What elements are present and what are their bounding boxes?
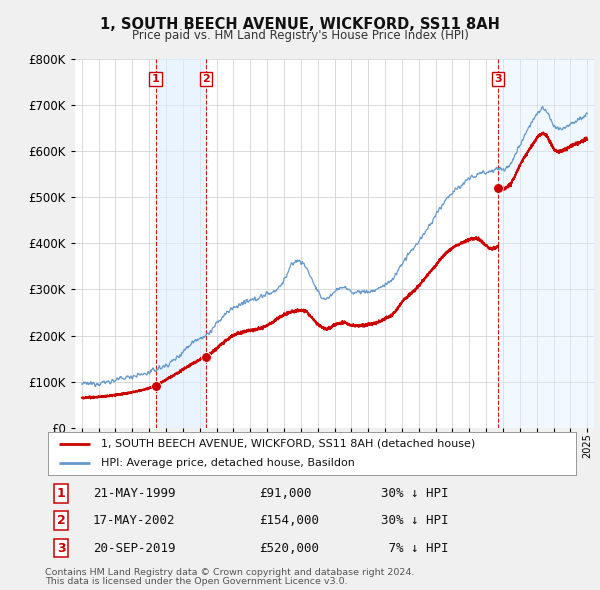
- Bar: [155, 59, 206, 428]
- Text: 1: 1: [152, 74, 160, 84]
- Text: 30% ↓ HPI: 30% ↓ HPI: [380, 487, 448, 500]
- Text: 20-SEP-2019: 20-SEP-2019: [93, 542, 175, 555]
- Text: 30% ↓ HPI: 30% ↓ HPI: [380, 514, 448, 527]
- Text: 1, SOUTH BEECH AVENUE, WICKFORD, SS11 8AH (detached house): 1, SOUTH BEECH AVENUE, WICKFORD, SS11 8A…: [101, 439, 475, 449]
- Text: 7% ↓ HPI: 7% ↓ HPI: [380, 542, 448, 555]
- Bar: [498, 59, 594, 428]
- Text: 1, SOUTH BEECH AVENUE, WICKFORD, SS11 8AH: 1, SOUTH BEECH AVENUE, WICKFORD, SS11 8A…: [100, 17, 500, 31]
- Text: 1: 1: [57, 487, 65, 500]
- Text: 2: 2: [57, 514, 65, 527]
- Text: Contains HM Land Registry data © Crown copyright and database right 2024.: Contains HM Land Registry data © Crown c…: [45, 568, 415, 576]
- Text: 21-MAY-1999: 21-MAY-1999: [93, 487, 175, 500]
- Text: 3: 3: [494, 74, 502, 84]
- Text: £91,000: £91,000: [259, 487, 312, 500]
- Text: 2: 2: [202, 74, 210, 84]
- Text: 3: 3: [57, 542, 65, 555]
- Text: 17-MAY-2002: 17-MAY-2002: [93, 514, 175, 527]
- Text: £154,000: £154,000: [259, 514, 319, 527]
- Text: This data is licensed under the Open Government Licence v3.0.: This data is licensed under the Open Gov…: [45, 577, 347, 586]
- Text: Price paid vs. HM Land Registry's House Price Index (HPI): Price paid vs. HM Land Registry's House …: [131, 30, 469, 42]
- Text: £520,000: £520,000: [259, 542, 319, 555]
- Text: HPI: Average price, detached house, Basildon: HPI: Average price, detached house, Basi…: [101, 458, 355, 468]
